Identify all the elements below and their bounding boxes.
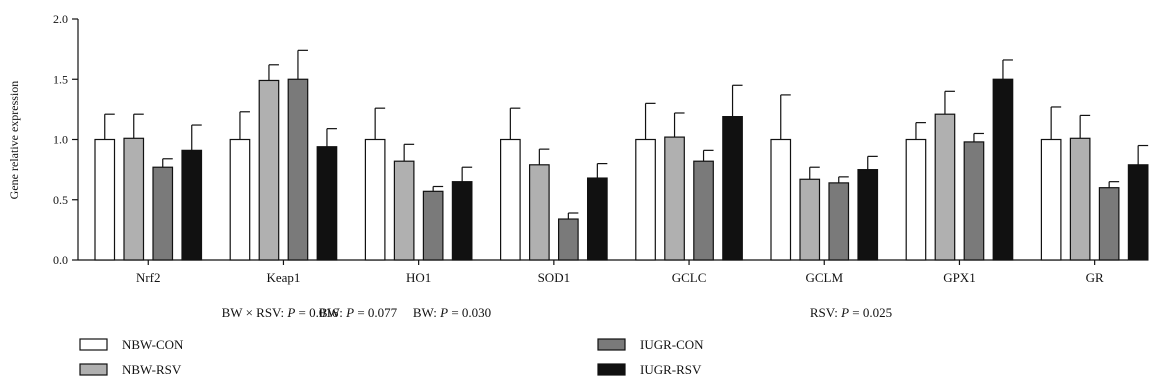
bar-iugr-con-gr <box>1098 187 1120 261</box>
legend-swatch <box>597 338 626 351</box>
category-label: GCLM <box>805 270 843 285</box>
y-axis-label: Gene relative expression <box>7 81 21 200</box>
bar-iugr-rsv-gclc <box>722 116 743 261</box>
category-label: HO1 <box>406 270 431 285</box>
bar-nbw-con-sod1 <box>500 138 521 261</box>
legend-label: NBW-RSV <box>122 362 182 377</box>
legend-label: IUGR-RSV <box>640 362 702 377</box>
legend-item-iugr-rsv: IUGR-RSV <box>597 362 702 377</box>
legend-item-nbw-con: NBW-CON <box>79 337 184 352</box>
category-label: GCLC <box>672 270 707 285</box>
p-value-annotation: RSV: P = 0.025 <box>810 305 892 320</box>
bar-nbw-con-ho1 <box>364 138 386 261</box>
bar-iugr-con-nrf2 <box>152 166 174 261</box>
bar-iugr-con-ho1 <box>422 190 444 261</box>
x-axis <box>78 259 1128 265</box>
p-value-annotation: BW × RSV: P = 0.016 <box>222 305 339 320</box>
y-tick-label: 0.5 <box>53 193 68 207</box>
bar-iugr-rsv-gr <box>1127 164 1149 261</box>
bar-nbw-rsv-nrf2 <box>123 137 145 261</box>
y-ticks: 0.0 0.5 1.0 1.5 2.0 <box>53 12 78 267</box>
bars <box>94 49 1149 261</box>
bar-nbw-con-gclc <box>635 138 656 261</box>
bar-nbw-rsv-sod1 <box>528 164 550 261</box>
bar-iugr-con-gpx1 <box>963 141 985 261</box>
legend-swatch <box>79 338 108 351</box>
y-tick-label: 2.0 <box>53 12 68 26</box>
category-labels: Nrf2 Keap1 HO1 SOD1 GCLC GCLM GPX1 GR <box>136 270 1104 285</box>
legend-swatch <box>597 363 626 376</box>
bar-iugr-con-keap1 <box>287 78 309 261</box>
legend-swatch <box>79 363 108 376</box>
bar-nbw-rsv-gr <box>1069 137 1091 261</box>
category-label: Nrf2 <box>136 270 161 285</box>
legend-label: NBW-CON <box>122 337 184 352</box>
legend: NBW-CON NBW-RSV IUGR-CON IUGR-RSV <box>79 337 704 377</box>
bar-nbw-con-gclm <box>770 138 792 261</box>
p-value-annotation: BW: P = 0.077 <box>319 305 398 320</box>
legend-item-nbw-rsv: NBW-RSV <box>79 362 182 377</box>
y-tick-label: 1.5 <box>53 72 68 86</box>
bar-nbw-rsv-gclm <box>799 178 821 261</box>
y-tick-label: 1.0 <box>53 133 68 147</box>
bar-iugr-rsv-ho1 <box>451 181 473 261</box>
bar-iugr-rsv-nrf2 <box>181 149 203 261</box>
bar-nbw-con-keap1 <box>229 138 251 261</box>
category-label: GPX1 <box>943 270 976 285</box>
bar-iugr-con-gclm <box>828 182 850 261</box>
bar-iugr-con-gclc <box>693 160 714 261</box>
bar-nbw-con-gpx1 <box>905 138 927 261</box>
bar-nbw-rsv-gclc <box>664 136 685 261</box>
bar-iugr-rsv-gpx1 <box>992 78 1014 261</box>
category-label: GR <box>1086 270 1104 285</box>
bar-iugr-con-sod1 <box>557 218 579 261</box>
category-label: SOD1 <box>538 270 571 285</box>
bar-nbw-rsv-gpx1 <box>934 113 956 261</box>
bar-iugr-rsv-gclm <box>857 169 879 261</box>
legend-item-iugr-con: IUGR-CON <box>597 337 704 352</box>
p-value-annotation: BW: P = 0.030 <box>413 305 491 320</box>
bar-nbw-rsv-ho1 <box>393 160 415 261</box>
bar-nbw-con-gr <box>1040 138 1062 261</box>
bar-iugr-rsv-sod1 <box>586 177 608 261</box>
bar-nbw-rsv-keap1 <box>258 79 280 261</box>
y-tick-label: 0.0 <box>53 253 68 267</box>
bar-iugr-rsv-keap1 <box>316 146 338 261</box>
bar-nbw-con-nrf2 <box>94 138 116 261</box>
legend-label: IUGR-CON <box>640 337 704 352</box>
category-label: Keap1 <box>266 270 300 285</box>
